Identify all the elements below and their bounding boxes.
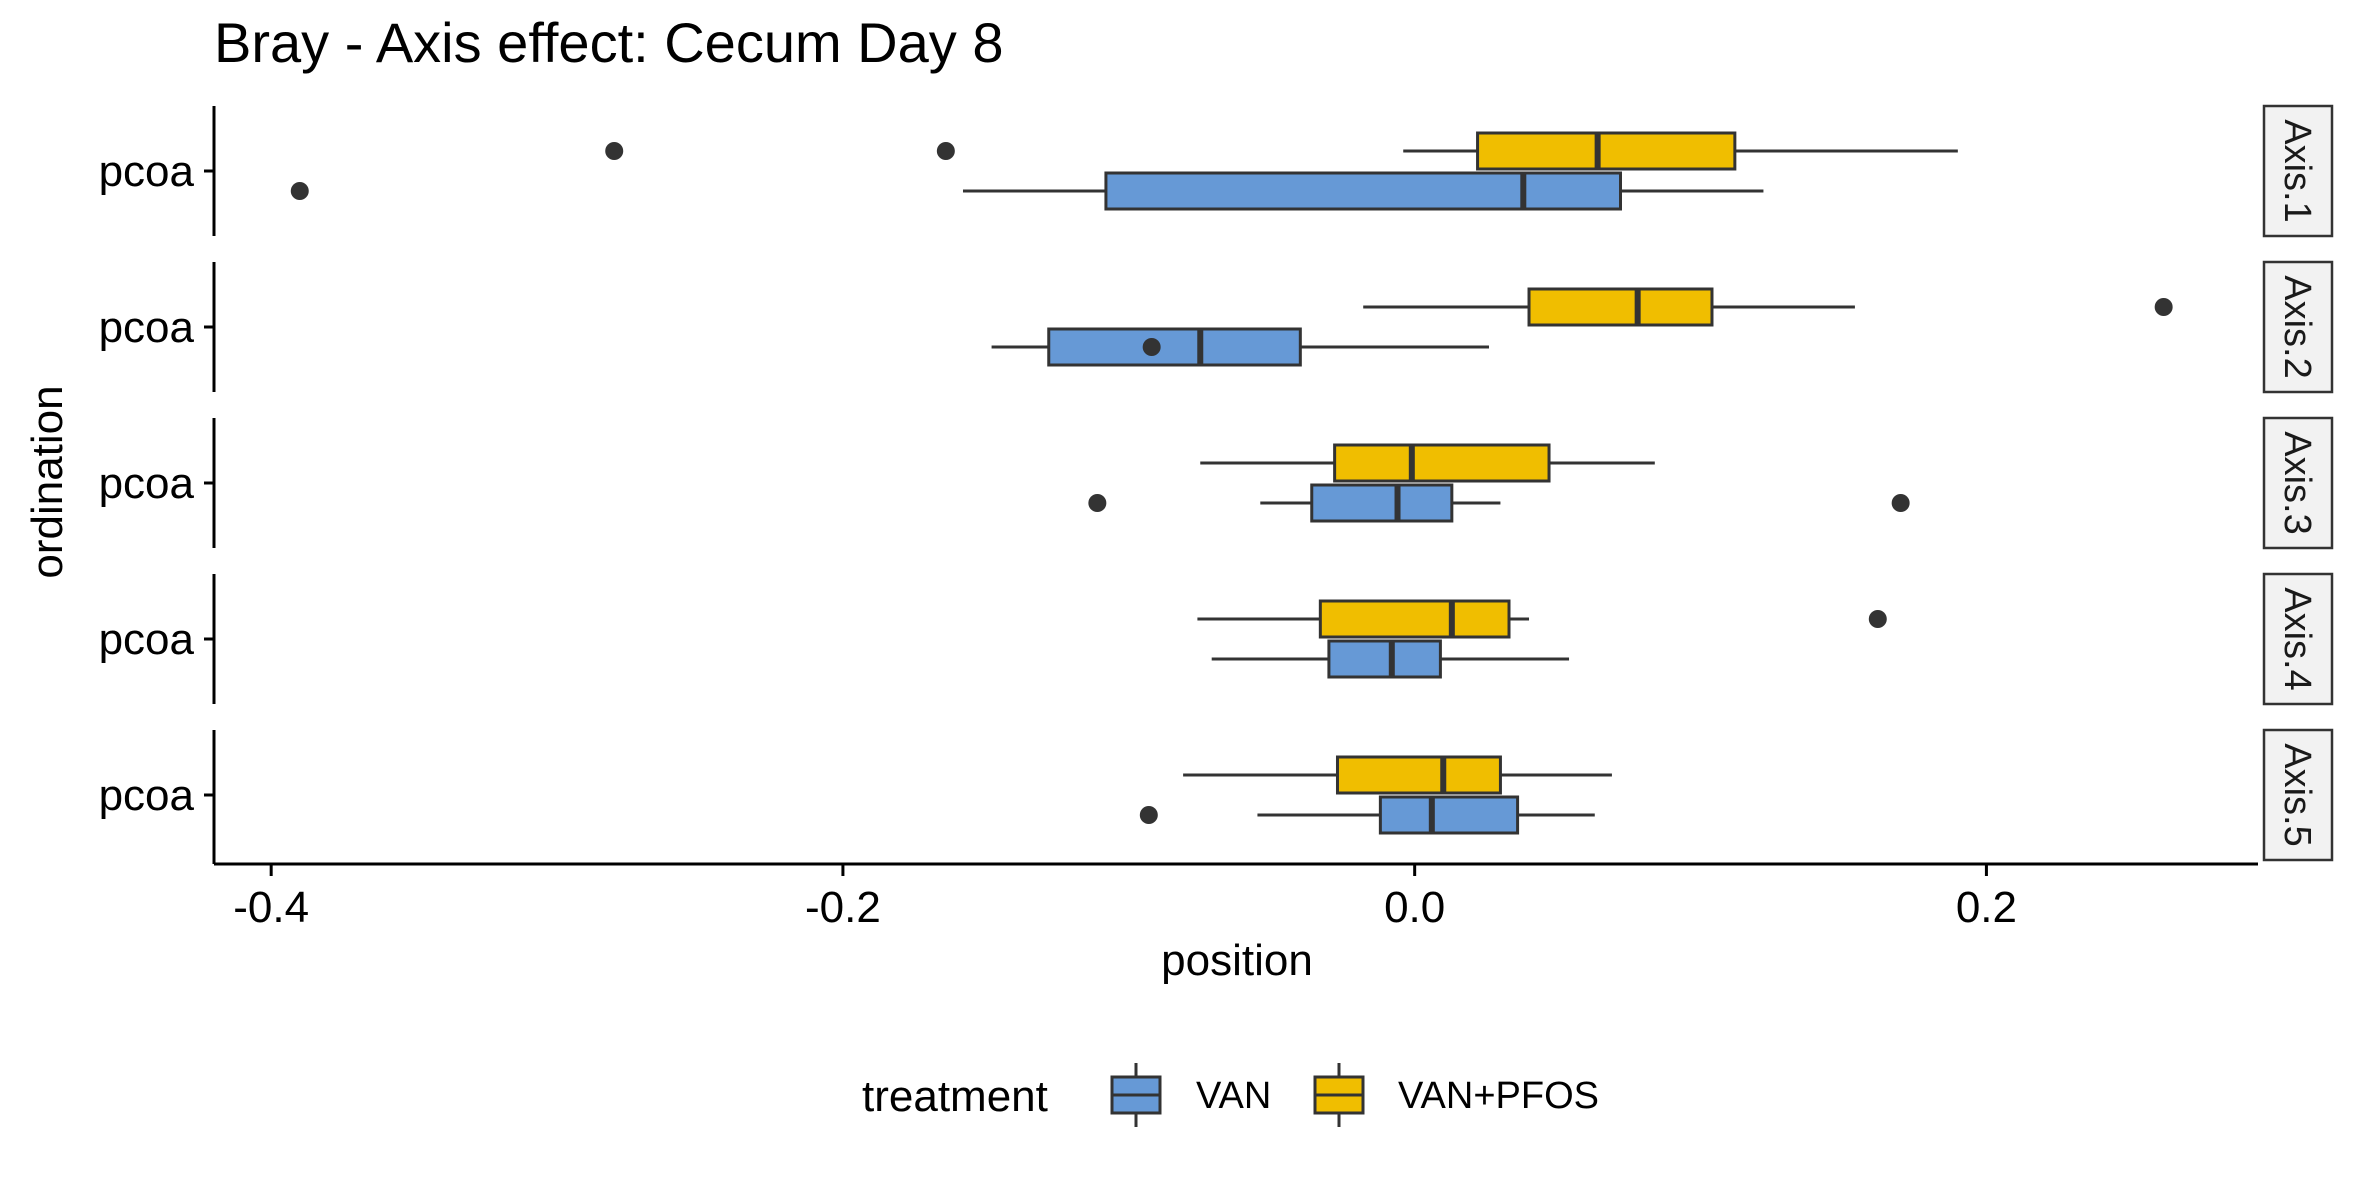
facet-strip-label: Axis.3 <box>2276 431 2318 534</box>
box-van-pfos <box>1183 755 1612 795</box>
y-tick-label: pcoa <box>99 303 195 352</box>
facet-panel: pcoa Axis.5 <box>99 728 2334 862</box>
y-tick-label: pcoa <box>99 459 195 508</box>
facet-panels: pcoa Axis.1 pcoa Axis.2 pcoa Axis.3 pcoa Axis.4… <box>99 104 2334 862</box>
facet-panel: pcoa Axis.1 <box>99 104 2334 238</box>
outlier-point <box>605 142 624 160</box>
chart-title: Bray - Axis effect: Cecum Day 8 <box>214 11 1003 74</box>
box-van <box>991 327 1489 367</box>
facet-strip <box>2262 572 2334 706</box>
y-tick-label: pcoa <box>99 147 195 196</box>
facet-strip <box>2262 728 2334 862</box>
facet-strip-label: Axis.2 <box>2276 275 2318 378</box>
facet-panel: pcoa Axis.4 <box>99 572 2334 706</box>
facet-panel: pcoa Axis.3 <box>99 416 2334 550</box>
x-tick-label: 0.2 <box>1956 883 2017 932</box>
facet-strip <box>2262 416 2334 550</box>
y-tick-label: pcoa <box>99 615 195 664</box>
box-van <box>1088 483 1910 523</box>
outlier-point <box>1088 494 1107 512</box>
box-van-pfos <box>1200 443 1655 483</box>
outlier-point <box>1891 494 1910 512</box>
box-van-pfos <box>605 131 1958 171</box>
outlier-point <box>290 182 309 200</box>
outlier-point <box>1139 806 1158 824</box>
x-tick-label: -0.2 <box>805 883 881 932</box>
box-iqr <box>1476 131 1737 171</box>
legend-key <box>1313 1063 1365 1127</box>
x-tick-label: 0.0 <box>1384 883 1445 932</box>
legend: treatment VAN VAN+PFOS <box>862 1063 1599 1127</box>
legend-title: treatment <box>862 1072 1048 1121</box>
box-iqr <box>1318 599 1511 639</box>
box-iqr <box>1333 443 1551 483</box>
legend-label: VAN <box>1196 1075 1271 1117</box>
outlier-point <box>1142 338 1161 356</box>
box-iqr <box>1327 639 1442 679</box>
facet-strip-label: Axis.5 <box>2276 743 2318 846</box>
x-tick-label: -0.4 <box>233 883 309 932</box>
box-van-pfos <box>1197 599 1887 639</box>
box-iqr <box>1378 795 1520 835</box>
box-van <box>1211 639 1570 679</box>
facet-strip <box>2262 104 2334 238</box>
box-iqr <box>1527 287 1714 327</box>
y-tick-label: pcoa <box>99 771 195 820</box>
legend-label: VAN+PFOS <box>1398 1075 1599 1117</box>
x-axis-title: position <box>1161 936 1313 985</box>
facet-panel: pcoa Axis.2 <box>99 260 2334 394</box>
outlier-point <box>2154 298 2173 316</box>
outlier-point <box>1868 610 1887 628</box>
box-iqr <box>1104 171 1623 211</box>
box-iqr <box>1310 483 1454 523</box>
box-van-pfos <box>1363 287 2173 327</box>
legend-key <box>1110 1063 1162 1127</box>
box-van <box>1139 795 1595 835</box>
outlier-point <box>936 142 955 160</box>
x-axis: -0.4 -0.2 0.0 0.2 <box>212 860 2258 932</box>
facet-strip <box>2262 260 2334 394</box>
box-iqr <box>1047 327 1302 367</box>
facet-strip-label: Axis.1 <box>2276 119 2318 222</box>
box-iqr <box>1335 755 1502 795</box>
y-axis-title: ordination <box>23 385 72 578</box>
facet-strip-label: Axis.4 <box>2276 587 2318 690</box>
box-van <box>290 171 1764 211</box>
